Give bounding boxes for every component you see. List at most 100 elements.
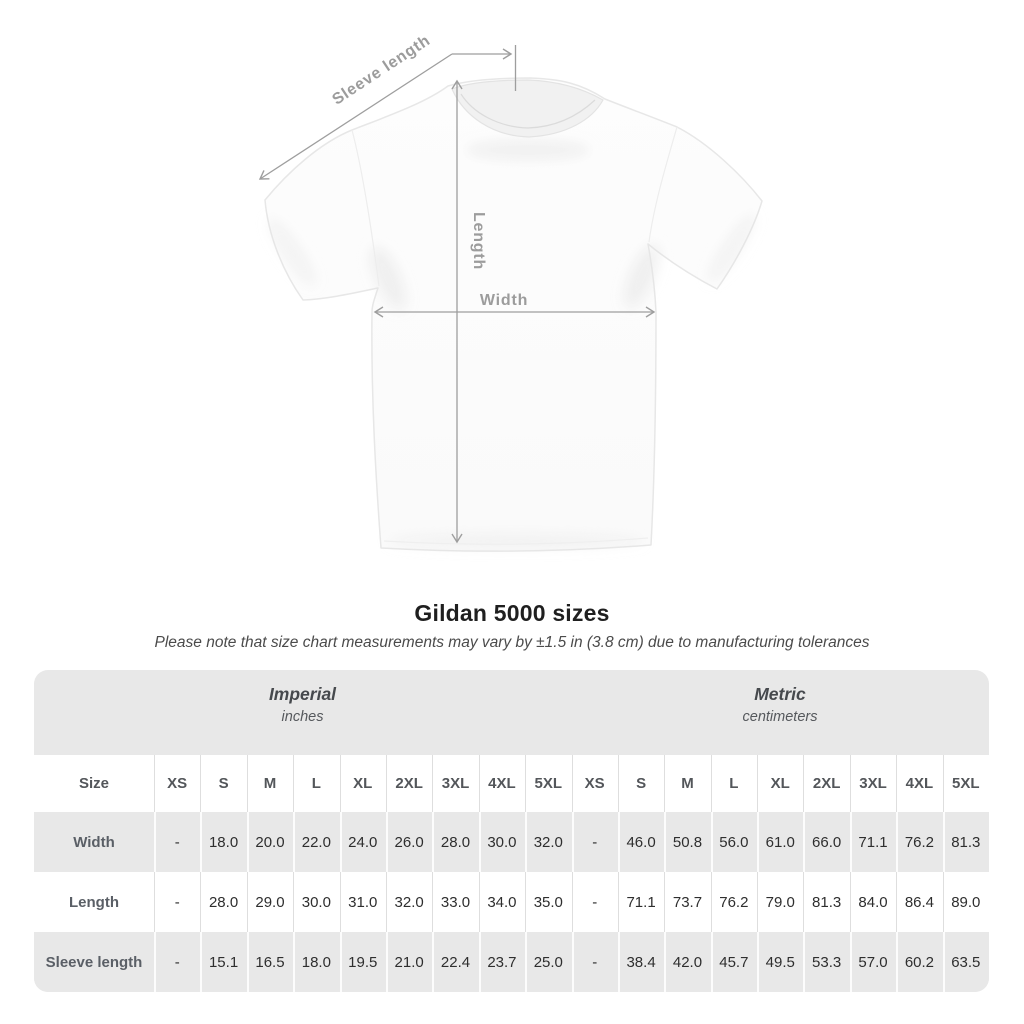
table-cell: 29.0 (247, 872, 293, 932)
table-row-width: Width - 18.0 20.0 22.0 24.0 26.0 28.0 30… (34, 812, 989, 872)
table-cell: - (154, 872, 200, 932)
width-label: Width (480, 292, 528, 309)
table-cell: 81.3 (803, 872, 849, 932)
column-header: M (664, 755, 710, 812)
table-cell: 19.5 (340, 932, 386, 992)
sleeve-length-label: Sleeve length (329, 32, 433, 109)
right-sleeve-seam (648, 126, 678, 243)
column-header: XS (154, 755, 200, 812)
table-cell: 57.0 (850, 932, 896, 992)
column-header: M (247, 755, 293, 812)
table-cell: 42.0 (664, 932, 710, 992)
table-cell: 89.0 (943, 872, 989, 932)
table-cell: 21.0 (386, 932, 432, 992)
table-cell: 73.7 (664, 872, 710, 932)
table-cell: 20.0 (247, 812, 293, 872)
size-column-header: Size (78, 775, 109, 792)
row-label: Sleeve length (45, 953, 143, 971)
table-cell: 50.8 (664, 812, 710, 872)
metric-unit: centimeters (742, 709, 818, 725)
table-cell: 31.0 (340, 872, 386, 932)
imperial-label: Imperial (268, 684, 337, 704)
size-header-row: Size XS S M L XL 2XL 3XL 4XL 5XL XS S M … (34, 755, 989, 812)
column-header: L (293, 755, 339, 812)
table-cell: 38.4 (618, 932, 664, 992)
table-cell: 16.5 (247, 932, 293, 992)
table-cell: - (572, 812, 618, 872)
table-cell: 23.7 (479, 932, 525, 992)
table-cell: 15.1 (200, 932, 246, 992)
table-cell: 79.0 (757, 872, 803, 932)
column-header: 3XL (850, 755, 896, 812)
table-cell: 30.0 (479, 812, 525, 872)
column-header: 4XL (479, 755, 525, 812)
metric-label: Metric (754, 684, 806, 704)
table-cell: - (572, 872, 618, 932)
table-cell: 53.3 (803, 932, 849, 992)
table-cell: 32.0 (525, 812, 571, 872)
table-cell: 22.0 (293, 812, 339, 872)
table-cell: 49.5 (757, 932, 803, 992)
table-cell: 61.0 (757, 812, 803, 872)
table-cell: 22.4 (432, 932, 478, 992)
column-header: S (200, 755, 246, 812)
row-label: Width (73, 833, 115, 851)
imperial-unit: inches (281, 709, 324, 725)
unit-group-band: Imperial inches Metric centimeters (34, 670, 989, 755)
table-cell: 35.0 (525, 872, 571, 932)
table-cell: - (572, 932, 618, 992)
table-cell: 86.4 (896, 872, 942, 932)
size-table-card: Imperial inches Metric centimeters Size … (34, 670, 989, 992)
column-header: 4XL (896, 755, 942, 812)
table-cell: 60.2 (896, 932, 942, 992)
table-cell: 56.0 (711, 812, 757, 872)
column-header: XL (757, 755, 803, 812)
column-header: 2XL (386, 755, 432, 812)
table-cell: 32.0 (386, 872, 432, 932)
table-cell: 26.0 (386, 812, 432, 872)
table-cell: - (154, 812, 200, 872)
column-header: 5XL (943, 755, 989, 812)
table-cell: 25.0 (525, 932, 571, 992)
table-cell: 76.2 (711, 872, 757, 932)
row-label: Length (69, 893, 119, 911)
table-cell: 18.0 (293, 932, 339, 992)
table-cell: 30.0 (293, 872, 339, 932)
table-row-sleeve-length: Sleeve length - 15.1 16.5 18.0 19.5 21.0… (34, 932, 989, 992)
table-cell: 34.0 (479, 872, 525, 932)
tshirt-illustration (264, 77, 763, 552)
page-title: Gildan 5000 sizes (414, 600, 610, 626)
table-cell: 81.3 (943, 812, 989, 872)
table-cell: 63.5 (943, 932, 989, 992)
unit-group-metric: Metric centimeters (571, 670, 989, 755)
table-cell: 18.0 (200, 812, 246, 872)
collar-band-seam (460, 93, 596, 129)
table-cell: 71.1 (618, 872, 664, 932)
column-header: 5XL (525, 755, 571, 812)
tolerance-note: Please note that size chart measurements… (154, 634, 870, 651)
table-cell: 45.7 (711, 932, 757, 992)
table-cell: 76.2 (896, 812, 942, 872)
collar (451, 79, 604, 138)
sleeve-length-diagonal-line (258, 53, 453, 180)
column-header: S (618, 755, 664, 812)
caption-block: Gildan 5000 sizes Please note that size … (0, 600, 1024, 652)
table-cell: 33.0 (432, 872, 478, 932)
table-cell: 28.0 (432, 812, 478, 872)
hem-seam (383, 537, 649, 545)
table-cell: 71.1 (850, 812, 896, 872)
table-cell: 24.0 (340, 812, 386, 872)
measurement-lines (258, 45, 656, 544)
table-cell: 28.0 (200, 872, 246, 932)
column-header: XS (572, 755, 618, 812)
left-sleeve-seam (351, 129, 380, 287)
column-header: L (711, 755, 757, 812)
column-header: 3XL (432, 755, 478, 812)
tshirt-diagram: Sleeve length Length Width (258, 32, 763, 552)
table-cell: 66.0 (803, 812, 849, 872)
table-row-length: Length - 28.0 29.0 30.0 31.0 32.0 33.0 3… (34, 872, 989, 932)
unit-group-imperial: Imperial inches (34, 670, 571, 755)
length-label: Length (470, 212, 487, 270)
table-cell: 84.0 (850, 872, 896, 932)
